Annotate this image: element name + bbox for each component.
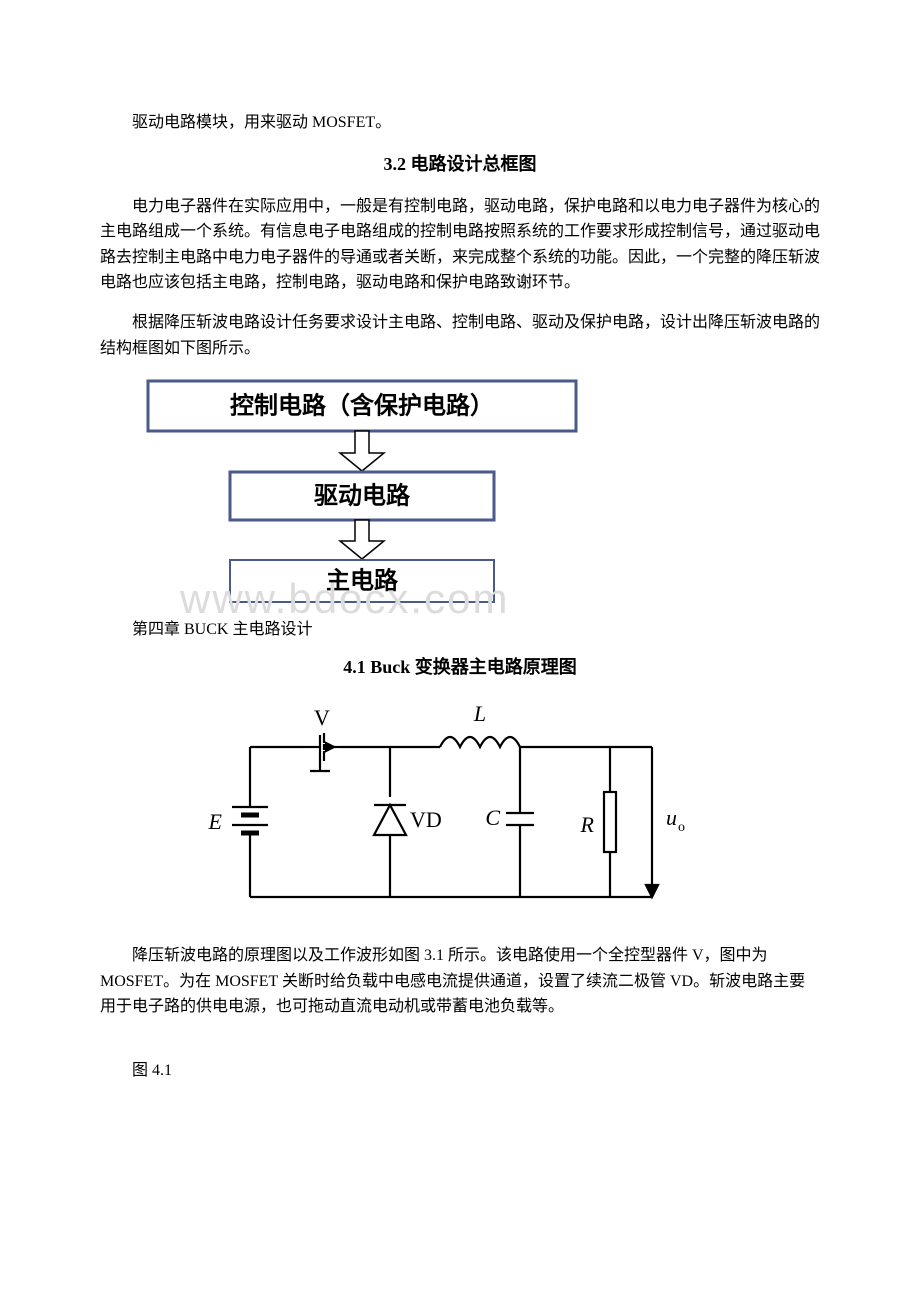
svg-text:V: V: [314, 705, 330, 730]
section-heading-3-2: 3.2 电路设计总框图: [100, 150, 820, 176]
svg-text:VD: VD: [410, 807, 442, 832]
svg-text:C: C: [485, 805, 500, 830]
svg-text:控制电路（含保护电路）: 控制电路（含保护电路）: [230, 392, 494, 420]
circuit-diagram: E V L VD C Ruo: [190, 697, 730, 927]
figure-caption: 图 4.1: [100, 1056, 820, 1080]
block-diagram: 控制电路（含保护电路） 驱动电路主电路: [142, 375, 820, 605]
body-paragraph-2: 根据降压斩波电路设计任务要求设计主电路、控制电路、驱动及保护电路，设计出降压斩波…: [100, 310, 820, 361]
svg-text:u: u: [666, 805, 677, 830]
svg-text:E: E: [208, 809, 223, 834]
svg-text:主电路: 主电路: [326, 567, 399, 595]
svg-text:驱动电路: 驱动电路: [314, 482, 411, 510]
body-paragraph-3: 降压斩波电路的原理图以及工作波形如图 3.1 所示。该电路使用一个全控型器件 V…: [100, 943, 820, 1020]
svg-text:o: o: [678, 820, 685, 835]
svg-text:R: R: [580, 812, 595, 837]
chapter-heading-4: 第四章 BUCK 主电路设计: [100, 615, 820, 639]
svg-text:L: L: [473, 701, 486, 726]
section-heading-4-1: 4.1 Buck 变换器主电路原理图: [100, 653, 820, 679]
body-paragraph-1: 电力电子器件在实际应用中，一般是有控制电路，驱动电路，保护电路和以电力电子器件为…: [100, 194, 820, 296]
intro-paragraph: 驱动电路模块，用来驱动 MOSFET。: [100, 110, 820, 136]
spacer: [100, 1034, 820, 1052]
